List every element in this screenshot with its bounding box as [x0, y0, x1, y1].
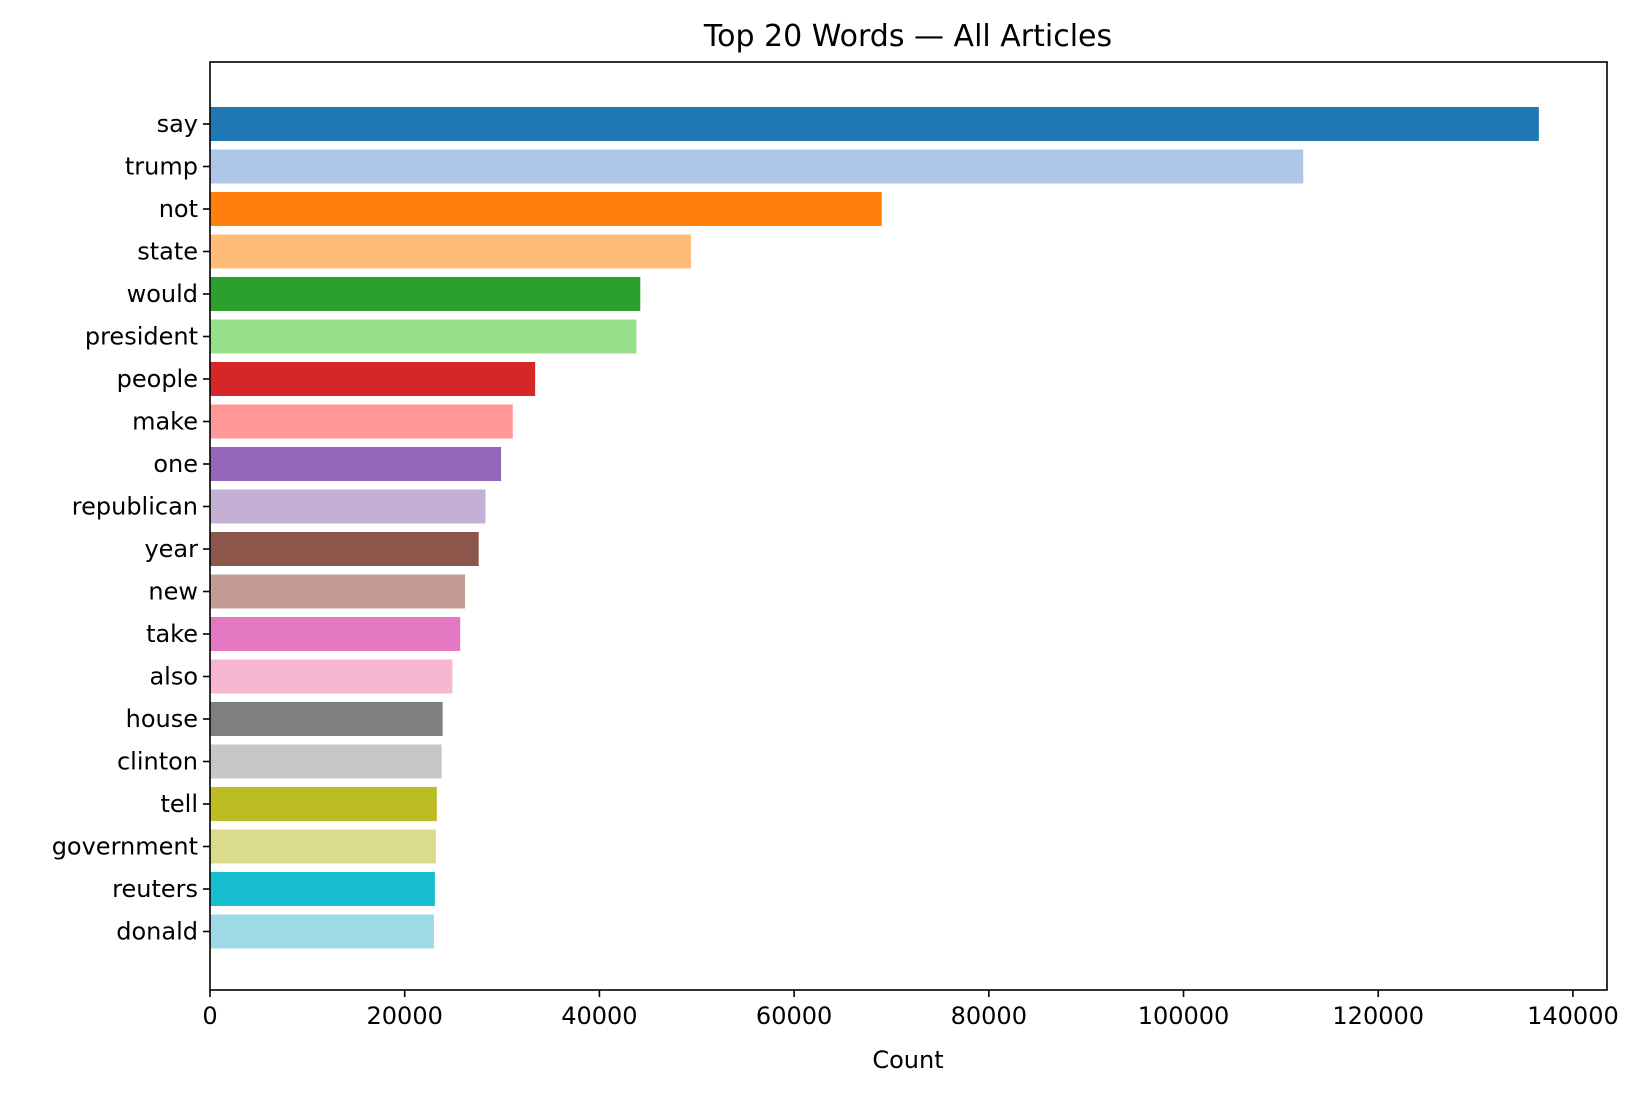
- y-tick-label-state: state: [137, 238, 198, 266]
- bar-make: [210, 404, 513, 439]
- bar-new: [210, 574, 466, 609]
- bar-take: [210, 617, 461, 651]
- bar-tell: [210, 787, 437, 821]
- y-tick-label-republican: republican: [72, 493, 198, 521]
- y-tick-label-house: house: [126, 705, 198, 733]
- y-tick-label-new: new: [148, 578, 198, 606]
- x-tick-label: 60000: [756, 1002, 832, 1030]
- y-axis-ticks: say trump not state would president people make…: [52, 110, 210, 946]
- x-axis-ticks: 0 20000 40000 60000 80000 100000 120000 140000: [202, 990, 1619, 1030]
- y-tick-label-government: government: [52, 833, 198, 861]
- y-tick-label-also: also: [149, 663, 198, 691]
- y-tick-label-people: people: [117, 365, 198, 393]
- x-tick-label: 20000: [367, 1002, 443, 1030]
- x-tick-label: 80000: [951, 1002, 1027, 1030]
- bar-would: [210, 277, 641, 311]
- bar-one: [210, 447, 502, 481]
- bar-government: [210, 829, 436, 864]
- bar-house: [210, 702, 443, 736]
- bar-year: [210, 532, 479, 566]
- bar-trump: [210, 149, 1304, 184]
- x-tick-label: 40000: [561, 1002, 637, 1030]
- bar-donald: [210, 914, 434, 949]
- y-tick-label-reuters: reuters: [112, 875, 198, 903]
- y-tick-label-make: make: [132, 408, 198, 436]
- y-tick-label-take: take: [146, 620, 198, 648]
- y-tick-label-year: year: [144, 535, 198, 563]
- bar-reuters: [210, 872, 435, 906]
- y-tick-label-say: say: [157, 110, 198, 138]
- bar-also: [210, 659, 453, 694]
- x-axis-label: Count: [872, 1046, 943, 1074]
- x-tick-label: 0: [202, 1002, 217, 1030]
- y-tick-label-not: not: [159, 195, 198, 223]
- bar-president: [210, 319, 637, 354]
- plot-area-frame: [209, 61, 1608, 991]
- bar-clinton: [210, 744, 442, 779]
- x-tick-label: 100000: [1138, 1002, 1230, 1030]
- y-tick-label-one: one: [153, 450, 198, 478]
- y-tick-label-would: would: [127, 280, 198, 308]
- y-tick-label-tell: tell: [160, 790, 198, 818]
- bar-republican: [210, 489, 486, 524]
- y-tick-label-trump: trump: [125, 153, 198, 181]
- y-tick-label-donald: donald: [116, 918, 198, 946]
- x-tick-label: 140000: [1527, 1002, 1619, 1030]
- x-tick-label: 120000: [1332, 1002, 1424, 1030]
- chart-title: Top 20 Words — All Articles: [703, 19, 1112, 54]
- bars-group: [210, 107, 1539, 949]
- bar-people: [210, 362, 536, 396]
- bar-not: [210, 192, 882, 226]
- bar-say: [210, 107, 1539, 141]
- y-tick-label-president: president: [85, 323, 198, 351]
- y-tick-label-clinton: clinton: [117, 748, 198, 776]
- bar-state: [210, 234, 691, 269]
